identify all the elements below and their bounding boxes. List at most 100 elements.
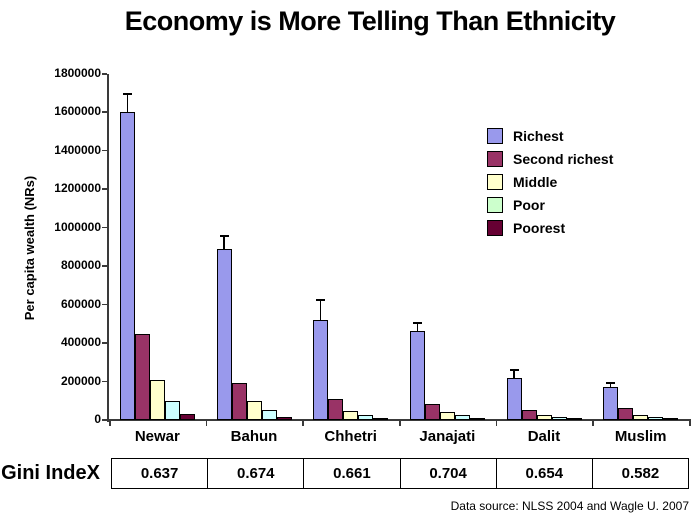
y-axis-tick-label: 400000 (60, 335, 101, 350)
error-bar-line-muslim (609, 383, 612, 388)
bar-second-richest-chhetri (328, 398, 344, 420)
y-axis-tick (102, 111, 107, 113)
legend-swatch-icon (487, 197, 503, 213)
gini-value-janajati: 0.704 (401, 459, 497, 488)
bar-middle-bahun (246, 400, 262, 420)
x-axis-category-label: Janajati (419, 428, 476, 445)
x-axis-tick (592, 421, 594, 426)
x-axis-category-label: Newar (134, 428, 180, 445)
chart-legend: Richest Second richest Middle Poor Poorest (487, 128, 613, 243)
error-bar-cap-newar (122, 93, 132, 96)
x-axis-tick (205, 421, 208, 426)
error-bar-line-bahun (223, 236, 225, 249)
gini-index-label: Gini IndeX (1, 462, 100, 484)
bar-richest-dalit (506, 377, 522, 420)
chart-title: Economy is More Telling Than Ethnicity (124, 6, 616, 36)
legend-swatch-icon (487, 220, 503, 236)
y-axis-tick (102, 188, 107, 190)
gini-value-chhetri: 0.661 (304, 459, 401, 488)
bar-second-richest-janajati (424, 403, 440, 420)
y-axis-tick-label: 1400000 (54, 142, 101, 157)
gini-value-muslim: 0.582 (621, 465, 660, 482)
bar-richest-newar (119, 112, 135, 420)
bar-second-richest-bahun (231, 382, 247, 420)
bar-richest-janajati (409, 330, 425, 420)
bar-poor-bahun (261, 410, 277, 420)
gini-index-table: 0.637 0.674 0.661 0.704 0.654 0.582 (111, 458, 689, 489)
y-axis-tick (102, 419, 107, 421)
x-axis-category-label: Bahun (230, 428, 278, 445)
bar-middle-muslim (633, 414, 649, 420)
bar-poor-chhetri (358, 414, 374, 420)
bar-richest-bahun (216, 248, 232, 420)
y-axis-tick-label: 800000 (60, 258, 101, 273)
gini-value-bahun: 0.674 (208, 459, 305, 488)
y-axis-tick-label: 600000 (60, 296, 101, 311)
x-axis-category-label: Muslim (614, 428, 667, 445)
error-bar-line-janajati (416, 322, 419, 331)
legend-label: Poor (513, 197, 545, 213)
legend-label: Richest (513, 128, 564, 144)
gini-value-newar: 0.637 (112, 459, 209, 488)
y-axis-line (107, 74, 109, 422)
legend-label: Second richest (513, 151, 614, 167)
bar-richest-chhetri (313, 320, 329, 420)
x-axis-tick (109, 421, 111, 426)
bar-second-richest-newar (134, 333, 150, 420)
x-axis-tick (302, 421, 304, 426)
legend-item-richest: Richest (487, 128, 613, 144)
y-axis-tick-label: 1000000 (54, 219, 101, 234)
bar-poorest-muslim (663, 418, 679, 420)
legend-item-second-richest: Second richest (487, 151, 613, 167)
bar-second-richest-dalit (521, 410, 537, 420)
x-axis-tick (689, 421, 691, 426)
x-axis-line (107, 419, 691, 421)
legend-item-poorest: Poorest (487, 220, 613, 236)
bar-middle-newar (149, 379, 165, 420)
y-axis-tick-label: 1600000 (54, 104, 101, 119)
bar-richest-muslim (603, 387, 619, 420)
legend-item-middle: Middle (487, 174, 613, 190)
bar-poor-janajati (454, 415, 470, 420)
bar-poorest-dalit (566, 418, 582, 420)
bar-poorest-janajati (469, 418, 485, 420)
legend-label: Middle (513, 174, 558, 190)
bar-middle-dalit (536, 415, 552, 420)
error-bar-line-newar (126, 94, 129, 113)
y-axis-tick (102, 226, 107, 229)
y-axis-tick-label: 200000 (60, 373, 101, 388)
y-axis-tick (102, 303, 107, 306)
bar-middle-janajati (439, 411, 455, 420)
y-axis-tick (102, 265, 107, 267)
x-axis-tick (399, 421, 401, 426)
error-bar-line-dalit (513, 370, 515, 378)
legend-label: Poorest (513, 220, 566, 236)
x-axis-category-label: Chhetri (324, 428, 377, 445)
error-bar-cap-bahun (219, 235, 229, 238)
x-axis-tick (495, 421, 498, 426)
legend-swatch-icon (487, 128, 503, 144)
bar-poorest-chhetri (373, 418, 389, 420)
legend-swatch-icon (487, 174, 503, 190)
legend-swatch-icon (487, 151, 503, 167)
bar-poorest-bahun (276, 417, 292, 420)
error-bar-cap-chhetri (316, 298, 326, 301)
y-axis-tick-label: 1800000 (54, 66, 101, 80)
bar-middle-chhetri (343, 411, 359, 420)
x-axis-category-label: Dalit (527, 428, 561, 445)
y-axis-tick-label: 1200000 (54, 181, 101, 196)
y-axis-tick-label: 0 (94, 412, 101, 426)
bar-second-richest-muslim (618, 408, 634, 420)
bar-poor-dalit (551, 417, 567, 420)
legend-item-poor: Poor (487, 197, 613, 213)
bar-poor-newar (164, 400, 180, 420)
bar-poor-muslim (648, 416, 664, 420)
data-source-note: Data source: NLSS 2004 and Wagle U. 2007 (450, 499, 689, 513)
bar-poorest-newar (179, 414, 195, 420)
y-axis-tick (102, 149, 107, 152)
error-bar-cap-muslim (606, 382, 616, 385)
y-axis-tick (102, 380, 107, 383)
error-bar-line-chhetri (319, 299, 322, 321)
